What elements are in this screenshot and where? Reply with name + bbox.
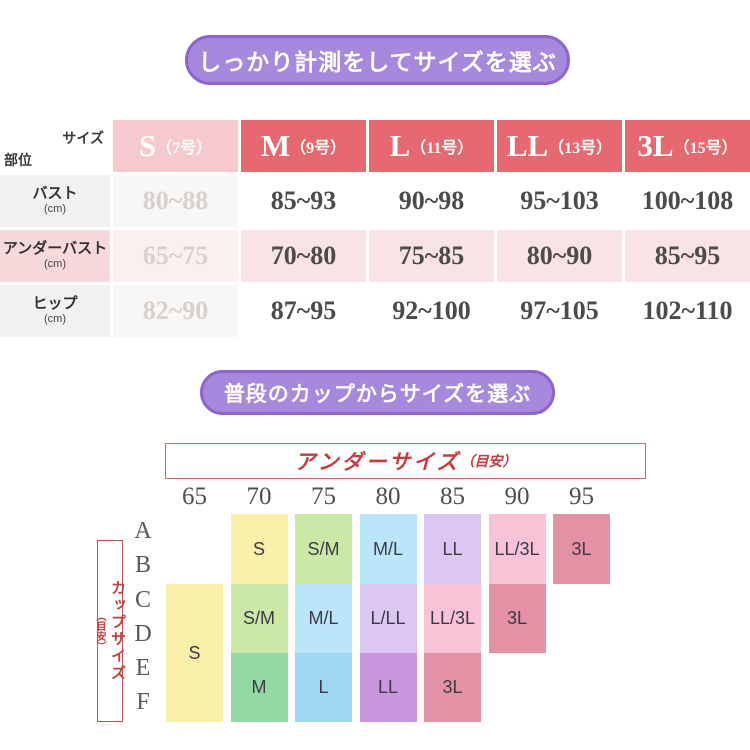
size-col-header-ll: LL （13号） bbox=[497, 120, 622, 172]
measure-banner-text: しっかり計測をしてサイズを選ぶ bbox=[198, 49, 557, 75]
size-value-cell: 90~98 bbox=[369, 175, 494, 227]
size-col-letter: LL bbox=[506, 128, 549, 163]
size-col-header-s: S （7号） bbox=[113, 120, 238, 172]
size-col-letter: S bbox=[138, 128, 157, 163]
cup-matrix-cell: S/M bbox=[295, 514, 352, 584]
size-row-label-underbust: アンダーバスト (cm) bbox=[0, 230, 110, 282]
cup-matrix-cell: LL bbox=[359, 653, 417, 722]
size-row-unit: (cm) bbox=[44, 313, 66, 326]
size-col-header-l: L （11号） bbox=[369, 120, 494, 172]
size-row-unit: (cm) bbox=[44, 258, 66, 271]
size-value-cell: 80~90 bbox=[497, 230, 622, 282]
cup-matrix-cell: L bbox=[295, 653, 352, 722]
size-table-corner: サイズ 部位 bbox=[0, 120, 110, 172]
size-row-label-text: アンダーバスト bbox=[2, 240, 108, 258]
size-col-tag: （9号） bbox=[290, 140, 347, 157]
size-value-cell: 70~80 bbox=[241, 230, 366, 282]
size-row-label-hip: ヒップ (cm) bbox=[0, 285, 110, 337]
size-col-letter: L bbox=[389, 128, 411, 163]
size-col-header-3l: 3L （15号） bbox=[625, 120, 750, 172]
size-value-cell: 75~85 bbox=[369, 230, 494, 282]
under-size-label: 85 bbox=[440, 483, 465, 510]
cup-matrix-cell: S bbox=[230, 514, 288, 584]
cup-row-letter: C bbox=[134, 587, 151, 613]
size-value-cell: 82~90 bbox=[113, 285, 238, 337]
size-row-label-bust: バスト (cm) bbox=[0, 175, 110, 227]
size-col-tag: （11号） bbox=[410, 140, 474, 157]
size-col-tag: （7号） bbox=[156, 140, 213, 157]
cup-row-letter: A bbox=[134, 518, 152, 544]
under-size-label: 70 bbox=[246, 483, 272, 510]
cup-row-letter: F bbox=[136, 689, 150, 715]
size-row-label-text: ヒップ bbox=[32, 295, 78, 313]
size-row-unit: (cm) bbox=[44, 203, 66, 216]
under-size-label: 90 bbox=[504, 483, 530, 510]
cup-matrix-cell: M/L bbox=[359, 514, 417, 584]
size-col-letter: M bbox=[260, 128, 291, 163]
cup-matrix-cell: M/L bbox=[295, 584, 352, 653]
size-value-cell: 100~108 bbox=[625, 175, 750, 227]
size-col-tag: （13号） bbox=[548, 140, 613, 157]
size-value-cell: 85~95 bbox=[625, 230, 750, 282]
size-table: サイズ 部位 S （7号） M （9号） L （11号） LL （13号） 3L （15号） バスト… bbox=[0, 120, 750, 337]
cup-size-side-text: カップサイズ （目安） bbox=[92, 580, 128, 682]
corner-label-part: 部位 bbox=[4, 152, 32, 168]
cup-matrix-cell: LL/3L bbox=[424, 584, 481, 653]
size-col-letter: 3L bbox=[637, 128, 674, 163]
size-value-cell: 97~105 bbox=[497, 285, 622, 337]
cup-matrix-cell: S/M bbox=[230, 584, 288, 653]
size-col-tag: （15号） bbox=[673, 140, 738, 157]
cup-size-side-title: カップサイズ bbox=[109, 580, 125, 682]
cup-row-letter: D bbox=[134, 621, 152, 647]
size-value-cell: 65~75 bbox=[113, 230, 238, 282]
under-size-label: 95 bbox=[569, 483, 594, 510]
size-value-cell: 102~110 bbox=[625, 285, 750, 337]
cup-matrix-cell: 3L bbox=[488, 584, 546, 653]
cup-row-letter: E bbox=[135, 655, 151, 681]
under-size-label: 80 bbox=[375, 483, 401, 510]
size-value-cell: 80~88 bbox=[113, 175, 238, 227]
under-size-header-box: アンダーサイズ （目安） bbox=[165, 443, 646, 479]
under-size-label: 65 bbox=[182, 483, 207, 510]
size-value-cell: 87~95 bbox=[241, 285, 366, 337]
under-size-header-note: （目安） bbox=[460, 455, 517, 470]
size-value-cell: 85~93 bbox=[241, 175, 366, 227]
size-col-header-m: M （9号） bbox=[241, 120, 366, 172]
cup-matrix-cell: 3L bbox=[553, 514, 610, 584]
cup-size-side-note: （目安） bbox=[94, 611, 105, 651]
size-value-cell: 95~103 bbox=[497, 175, 622, 227]
measure-banner: しっかり計測をしてサイズを選ぶ bbox=[185, 35, 570, 85]
cup-banner-text: 普段のカップからサイズを選ぶ bbox=[223, 382, 532, 406]
cup-matrix-cell: LL bbox=[424, 514, 481, 584]
corner-label-size: サイズ bbox=[62, 130, 104, 146]
cup-matrix-cell: LL/3L bbox=[488, 514, 546, 584]
cup-matrix-cell: 3L bbox=[424, 653, 481, 722]
size-row-label-text: バスト bbox=[32, 185, 78, 203]
under-size-header-title: アンダーサイズ bbox=[294, 450, 461, 474]
cup-matrix-cell: S bbox=[166, 584, 223, 722]
cup-row-letter: B bbox=[134, 552, 151, 578]
cup-banner: 普段のカップからサイズを選ぶ bbox=[200, 370, 555, 415]
cup-matrix-cell: L/LL bbox=[359, 584, 417, 653]
cup-matrix-cell: M bbox=[230, 653, 288, 722]
size-value-cell: 92~100 bbox=[369, 285, 494, 337]
under-size-label: 75 bbox=[311, 483, 336, 510]
cup-size-side-box: カップサイズ （目安） bbox=[94, 540, 125, 722]
